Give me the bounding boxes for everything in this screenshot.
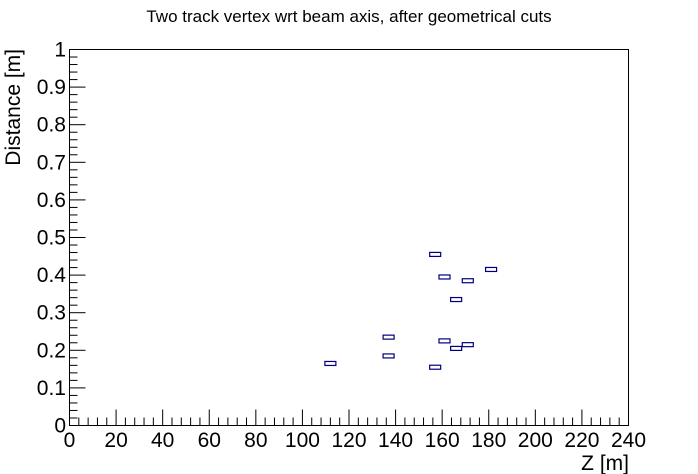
y-tick-label: 0.6 (37, 189, 66, 212)
x-tick-label: 60 (198, 429, 221, 452)
y-tick-label: 0 (54, 415, 66, 438)
x-tick-label: 160 (425, 429, 460, 452)
x-tick-label: 20 (104, 429, 127, 452)
data-point (438, 274, 451, 280)
x-tick-label: 220 (564, 429, 599, 452)
y-tick-label: 0.2 (37, 339, 66, 362)
x-tick-label: 0 (64, 429, 76, 452)
x-tick-label: 200 (518, 429, 553, 452)
data-point (438, 338, 451, 344)
plot-frame (69, 49, 629, 426)
chart-title: Two track vertex wrt beam axis, after ge… (146, 7, 551, 26)
data-point (382, 334, 395, 340)
y-tick-label: 0.9 (37, 76, 66, 99)
x-tick-label: 140 (378, 429, 413, 452)
data-point (429, 251, 442, 258)
y-axis-tick-labels: 0 0.1 0.2 0.3 0.4 0.5 0.6 0.7 0.8 0.9 1 (37, 39, 67, 438)
x-tick-label: 180 (471, 429, 506, 452)
y-tick-label: 0.4 (37, 264, 67, 287)
data-point (461, 342, 474, 348)
x-tick-label: 240 (611, 429, 646, 452)
x-tick-label: 80 (244, 429, 267, 452)
x-tick-label: 100 (285, 429, 320, 452)
x-axis-title: Z [m] (581, 452, 629, 474)
data-point (461, 278, 474, 284)
y-tick-label: 0.8 (37, 114, 66, 137)
data-point (484, 266, 498, 273)
data-point (429, 364, 442, 370)
x-tick-label: 40 (151, 429, 174, 452)
y-axis-title: Distance [m] (2, 49, 25, 166)
x-axis-ticks (69, 409, 629, 426)
y-tick-label: 0.1 (37, 377, 66, 400)
y-tick-label: 1 (54, 39, 66, 62)
y-tick-label: 0.7 (37, 151, 66, 174)
y-tick-label: 0.5 (37, 227, 66, 250)
data-point (450, 345, 463, 352)
y-tick-label: 0.3 (37, 302, 66, 325)
data-markers (324, 251, 498, 370)
data-point (324, 360, 337, 367)
x-tick-label: 120 (331, 429, 366, 452)
data-point (450, 296, 463, 303)
data-point (382, 353, 395, 359)
y-axis-ticks (69, 49, 86, 426)
x-axis-tick-labels: 0 20 40 60 80 100 120 140 160 180 200 220 240 (64, 429, 646, 452)
